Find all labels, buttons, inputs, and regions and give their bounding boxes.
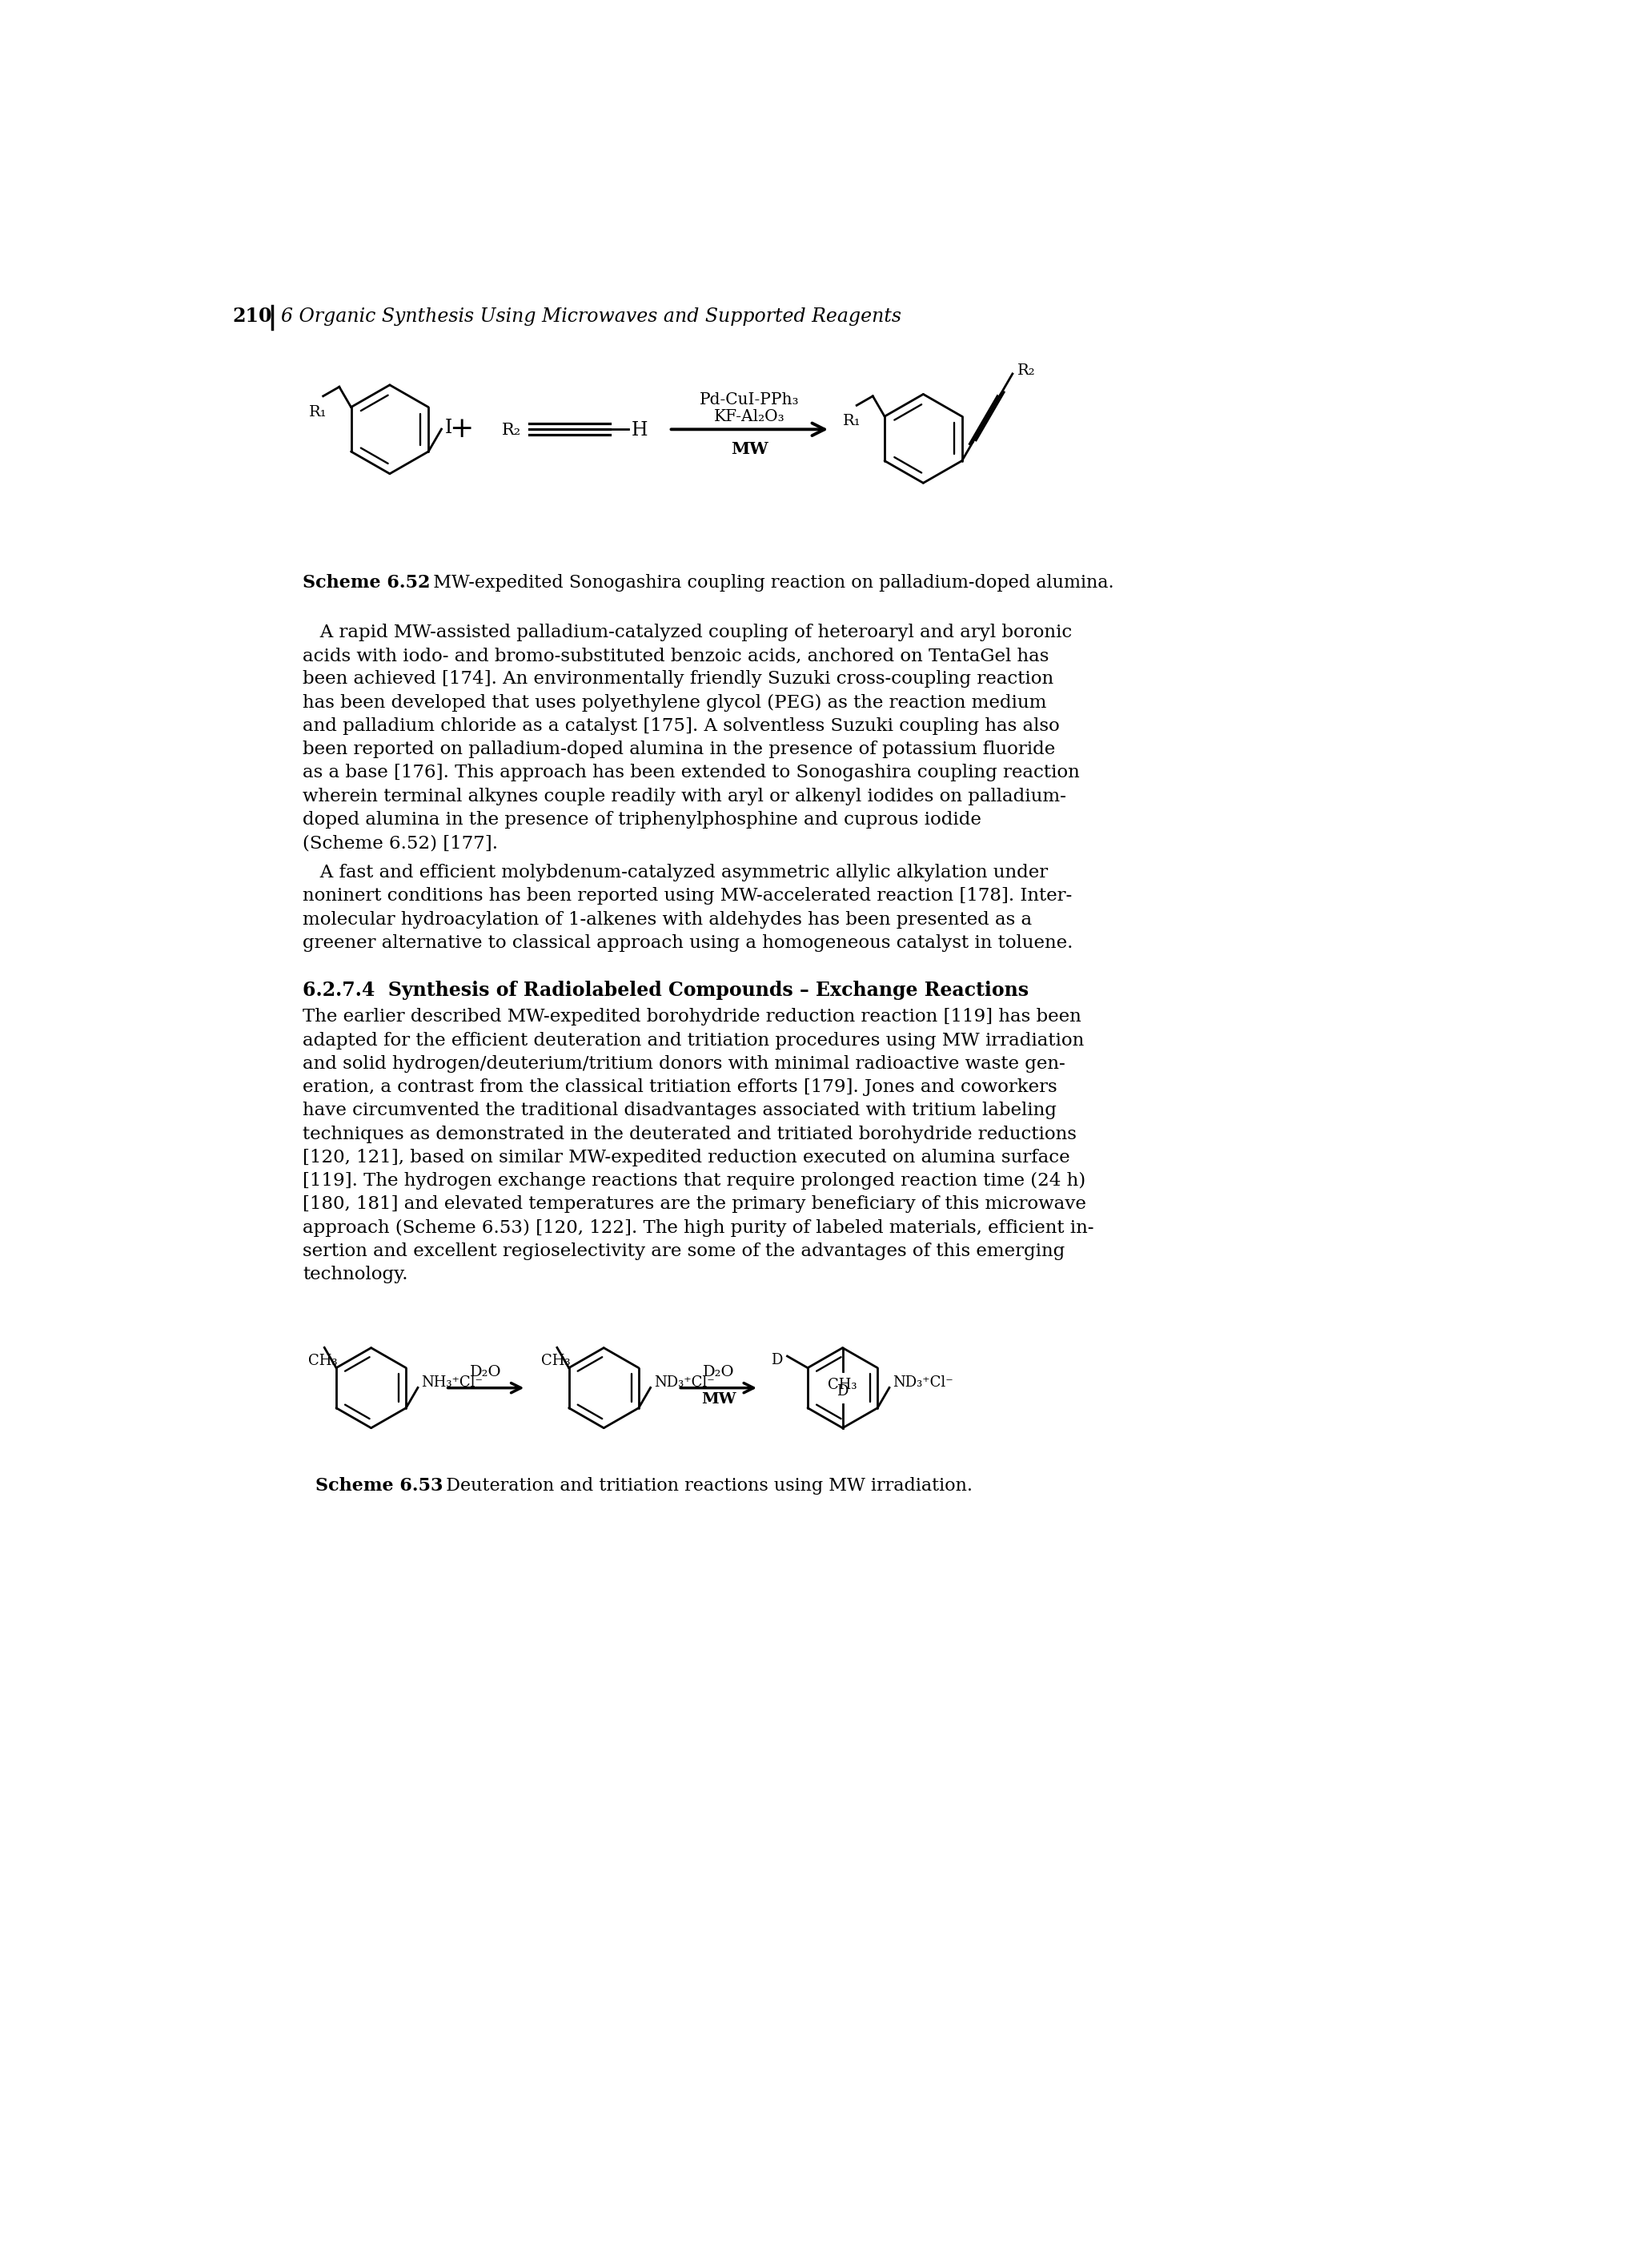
- Text: (Scheme 6.52) [177].: (Scheme 6.52) [177].: [303, 835, 498, 853]
- Text: R₂: R₂: [1018, 363, 1036, 379]
- Text: The earlier described MW-expedited borohydride reduction reaction [119] has been: The earlier described MW-expedited boroh…: [303, 1009, 1082, 1025]
- Text: ND₃⁺Cl⁻: ND₃⁺Cl⁻: [655, 1374, 715, 1390]
- Text: +: +: [450, 415, 474, 442]
- Text: technology.: technology.: [303, 1266, 409, 1284]
- Text: 6 Organic Synthesis Using Microwaves and Supported Reagents: 6 Organic Synthesis Using Microwaves and…: [282, 308, 901, 327]
- Text: CH₃: CH₃: [828, 1377, 857, 1393]
- Text: sertion and excellent regioselectivity are some of the advantages of this emergi: sertion and excellent regioselectivity a…: [303, 1243, 1065, 1261]
- Text: MW: MW: [700, 1393, 736, 1406]
- Text: KF-Al₂O₃: KF-Al₂O₃: [714, 411, 785, 424]
- Text: as a base [176]. This approach has been extended to Sonogashira coupling reactio: as a base [176]. This approach has been …: [303, 764, 1080, 782]
- Text: A rapid MW-assisted palladium-catalyzed coupling of heteroaryl and aryl boronic: A rapid MW-assisted palladium-catalyzed …: [303, 624, 1072, 642]
- Text: D: D: [771, 1352, 782, 1368]
- Text: have circumvented the traditional disadvantages associated with tritium labeling: have circumvented the traditional disadv…: [303, 1102, 1057, 1120]
- Text: Scheme 6.52: Scheme 6.52: [303, 574, 430, 592]
- Text: CH₃: CH₃: [308, 1354, 337, 1368]
- Text: NH₃⁺Cl⁻: NH₃⁺Cl⁻: [422, 1374, 484, 1390]
- Text: approach (Scheme 6.53) [120, 122]. The high purity of labeled materials, efficie: approach (Scheme 6.53) [120, 122]. The h…: [303, 1218, 1095, 1236]
- Text: A fast and efficient molybdenum-catalyzed asymmetric allylic alkylation under: A fast and efficient molybdenum-catalyze…: [303, 864, 1047, 882]
- Text: and palladium chloride as a catalyst [175]. A solventless Suzuki coupling has al: and palladium chloride as a catalyst [17…: [303, 717, 1060, 735]
- Text: H: H: [632, 422, 648, 440]
- Text: [119]. The hydrogen exchange reactions that require prolonged reaction time (24 : [119]. The hydrogen exchange reactions t…: [303, 1173, 1087, 1191]
- Text: [120, 121], based on similar MW-expedited reduction executed on alumina surface: [120, 121], based on similar MW-expedite…: [303, 1148, 1070, 1166]
- Text: Scheme 6.53: Scheme 6.53: [316, 1476, 443, 1495]
- Text: molecular hydroacylation of 1-alkenes with aldehydes has been presented as a: molecular hydroacylation of 1-alkenes wi…: [303, 912, 1033, 928]
- Text: been reported on palladium-doped alumina in the presence of potassium fluoride: been reported on palladium-doped alumina…: [303, 742, 1056, 758]
- Text: wherein terminal alkynes couple readily with aryl or alkenyl iodides on palladiu: wherein terminal alkynes couple readily …: [303, 787, 1067, 805]
- Text: D₂O: D₂O: [702, 1365, 735, 1379]
- Text: Deuteration and tritiation reactions using MW irradiation.: Deuteration and tritiation reactions usi…: [435, 1476, 973, 1495]
- Text: ND₃⁺Cl⁻: ND₃⁺Cl⁻: [893, 1374, 953, 1390]
- Text: doped alumina in the presence of triphenylphosphine and cuprous iodide: doped alumina in the presence of triphen…: [303, 812, 982, 828]
- Text: eration, a contrast from the classical tritiation efforts [179]. Jones and cowor: eration, a contrast from the classical t…: [303, 1080, 1057, 1095]
- Text: [180, 181] and elevated temperatures are the primary beneficiary of this microwa: [180, 181] and elevated temperatures are…: [303, 1195, 1087, 1213]
- Text: acids with iodo- and bromo-substituted benzoic acids, anchored on TentaGel has: acids with iodo- and bromo-substituted b…: [303, 646, 1049, 665]
- Text: D: D: [837, 1383, 849, 1399]
- Text: CH₃: CH₃: [541, 1354, 570, 1368]
- Text: R₂: R₂: [502, 422, 521, 438]
- Text: and solid hydrogen/deuterium/tritium donors with minimal radioactive waste gen-: and solid hydrogen/deuterium/tritium don…: [303, 1055, 1065, 1073]
- Text: Pd-CuI-PPh₃: Pd-CuI-PPh₃: [700, 392, 800, 408]
- Text: adapted for the efficient deuteration and tritiation procedures using MW irradia: adapted for the efficient deuteration an…: [303, 1032, 1085, 1050]
- Text: been achieved [174]. An environmentally friendly Suzuki cross-coupling reaction: been achieved [174]. An environmentally …: [303, 671, 1054, 687]
- Text: techniques as demonstrated in the deuterated and tritiated borohydride reduction: techniques as demonstrated in the deuter…: [303, 1125, 1077, 1143]
- Text: has been developed that uses polyethylene glycol (PEG) as the reaction medium: has been developed that uses polyethylen…: [303, 694, 1047, 712]
- Text: 6.2.7.4  Synthesis of Radiolabeled Compounds – Exchange Reactions: 6.2.7.4 Synthesis of Radiolabeled Compou…: [303, 982, 1030, 1000]
- Text: MW: MW: [731, 440, 769, 458]
- Text: MW-expedited Sonogashira coupling reaction on palladium-doped alumina.: MW-expedited Sonogashira coupling reacti…: [422, 574, 1114, 592]
- Text: D₂O: D₂O: [471, 1365, 502, 1379]
- Text: R₁: R₁: [310, 404, 327, 420]
- Text: I: I: [445, 420, 451, 438]
- Text: greener alternative to classical approach using a homogeneous catalyst in toluen: greener alternative to classical approac…: [303, 934, 1074, 953]
- Text: 210: 210: [233, 306, 272, 327]
- Text: noninert conditions has been reported using MW-accelerated reaction [178]. Inter: noninert conditions has been reported us…: [303, 887, 1072, 905]
- Text: R₁: R₁: [842, 415, 860, 429]
